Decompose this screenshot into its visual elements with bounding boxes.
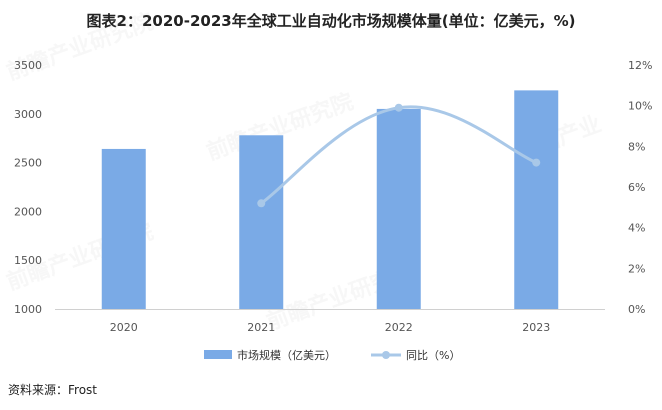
y-left-tick-label: 2000 bbox=[14, 205, 42, 218]
y-right-tick-label: 8% bbox=[628, 140, 645, 153]
y-right-tick-label: 2% bbox=[628, 262, 645, 275]
growth-point bbox=[532, 158, 541, 167]
bar bbox=[514, 90, 559, 309]
y-right-tick-label: 6% bbox=[628, 181, 645, 194]
y-right-tick-label: 4% bbox=[628, 222, 645, 235]
legend-bar-label: 市场规模（亿美元） bbox=[237, 348, 336, 362]
x-tick-label: 2020 bbox=[110, 321, 138, 334]
bar bbox=[376, 108, 421, 309]
y-right-tick-label: 12% bbox=[628, 59, 652, 72]
growth-point bbox=[394, 103, 403, 112]
y-left-tick-label: 1500 bbox=[14, 254, 42, 267]
x-tick-label: 2021 bbox=[247, 321, 275, 334]
bar bbox=[101, 148, 146, 309]
growth-point bbox=[257, 199, 266, 208]
svg-text:前瞻产业研究院: 前瞻产业研究院 bbox=[3, 9, 157, 86]
x-tick-label: 2022 bbox=[385, 321, 413, 334]
source-note: 资料来源：Frost bbox=[8, 383, 97, 397]
y-left-tick-label: 1000 bbox=[14, 303, 42, 316]
legend-bar-swatch bbox=[204, 350, 232, 359]
bar bbox=[239, 135, 284, 309]
y-right-tick-label: 10% bbox=[628, 100, 652, 113]
legend-line-label: 同比（%） bbox=[406, 349, 460, 362]
y-right-tick-label: 0% bbox=[628, 303, 645, 316]
chart-title: 图表2：2020-2023年全球工业自动化市场规模体量(单位：亿美元，%) bbox=[86, 12, 576, 30]
y-left-tick-label: 2500 bbox=[14, 157, 42, 170]
y-left-tick-label: 3000 bbox=[14, 108, 42, 121]
x-tick-label: 2023 bbox=[522, 321, 550, 334]
y-left-tick-label: 3500 bbox=[14, 59, 42, 72]
legend-line-marker bbox=[382, 351, 390, 359]
